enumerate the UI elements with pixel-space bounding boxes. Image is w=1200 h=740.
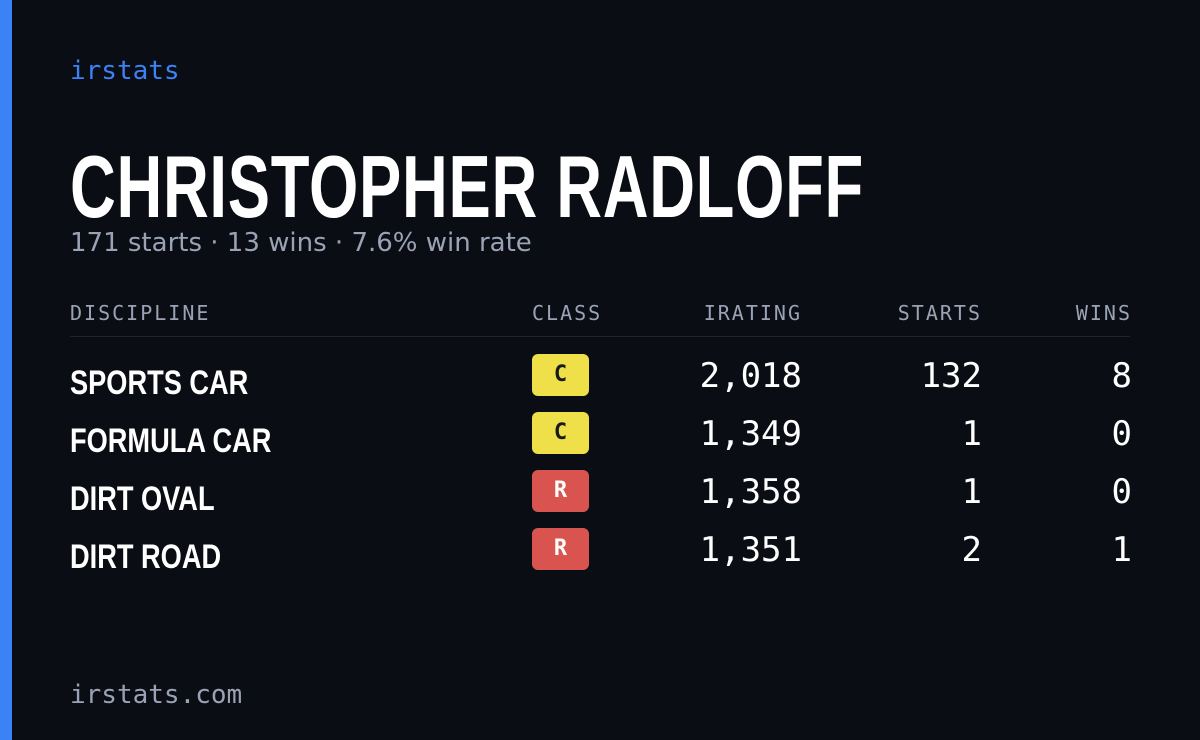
class-badge: R [532,470,589,512]
discipline: DIRT OVAL [70,480,215,518]
wins: 8 [1111,356,1132,396]
discipline: DIRT ROAD [70,538,222,576]
header-rule [70,336,1130,337]
starts: 1 [961,414,982,454]
header-irating: IRATING [703,301,802,325]
starts: 132 [920,356,982,396]
discipline: FORMULA CAR [70,422,272,460]
accent-bar [0,0,12,740]
starts: 1 [961,472,982,512]
irating: 1,358 [699,472,802,512]
class-badge: R [532,528,589,570]
irating: 2,018 [699,356,802,396]
header-class: CLASS [532,301,603,325]
wins: 0 [1111,414,1132,454]
wins: 0 [1111,472,1132,512]
header-wins: WINS [1075,301,1132,325]
header-discipline: DISCIPLINE [70,301,211,325]
footer: irstats.com [70,680,243,710]
brand: irstats [70,56,180,86]
class-badge: C [532,354,589,396]
header-starts: STARTS [897,301,982,325]
summary: 171 starts · 13 wins · 7.6% win rate [70,228,532,258]
class-badge: C [532,412,589,454]
discipline: SPORTS CAR [70,364,249,402]
driver-name: CHRISTOPHER RADLOFF [70,137,864,236]
irating: 1,351 [699,530,802,570]
starts: 2 [961,530,982,570]
irating: 1,349 [699,414,802,454]
wins: 1 [1111,530,1132,570]
